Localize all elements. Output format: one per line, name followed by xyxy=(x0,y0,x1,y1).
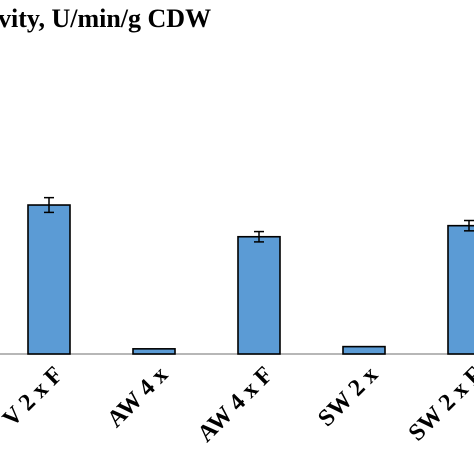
bar xyxy=(342,345,386,355)
bar xyxy=(27,204,71,355)
bar xyxy=(132,348,176,355)
bar xyxy=(447,224,474,355)
y-axis-label: vity, U/min/g CDW xyxy=(0,4,211,33)
x-tick-label: AW 4 x F xyxy=(193,362,278,447)
error-bar xyxy=(44,196,54,214)
bars xyxy=(27,196,474,355)
error-bar xyxy=(254,230,264,243)
x-tick-label: AW 4 x xyxy=(102,362,173,433)
x-tick-label: V 2 x F xyxy=(0,362,68,432)
x-tick-labels: V 2 x F AW 4 x AW 4 x F SW 2 x SW 2 x F xyxy=(0,362,474,447)
error-bar xyxy=(464,219,474,232)
bar xyxy=(237,235,281,355)
x-tick-label: SW 2 x xyxy=(313,362,383,432)
x-tick-label: SW 2 x F xyxy=(404,362,474,447)
